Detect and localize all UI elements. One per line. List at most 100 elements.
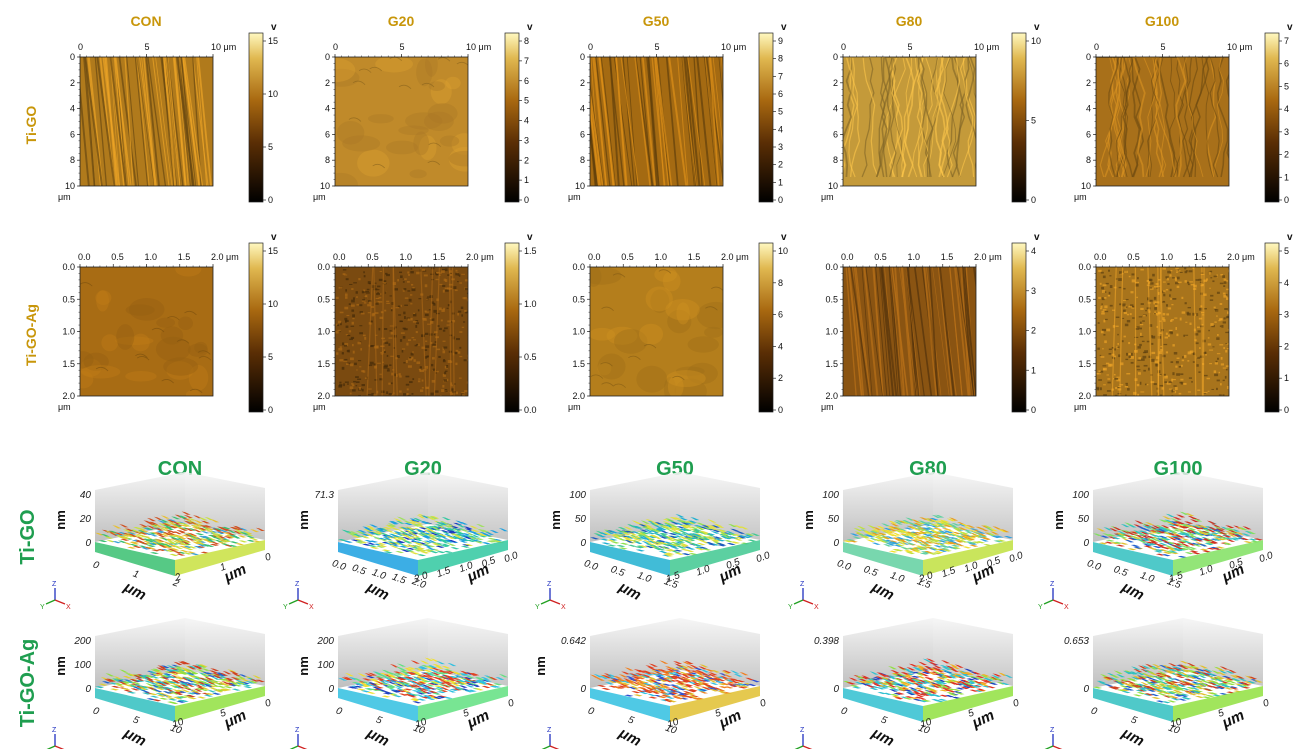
x-tick-label: 2.0 μm: [721, 252, 749, 262]
y-tick-label: 1.0: [1198, 563, 1215, 578]
x-tick-label: 2.0: [410, 576, 428, 592]
x-tick-label: 1.5: [662, 576, 679, 591]
svg-text:Z: Z: [800, 581, 805, 588]
side-wall: [1183, 472, 1263, 540]
colorbar-tick-label: 3: [1284, 310, 1289, 320]
y-tick-label: 2: [70, 78, 75, 88]
y-unit-label: μm: [1074, 192, 1087, 202]
x-axis-unit: μm: [363, 724, 392, 749]
y-tick-label: 2.0: [1078, 391, 1091, 401]
row-label-ti-go: Ti-GO: [23, 106, 39, 145]
afm-image: [335, 57, 468, 186]
x-axis-unit: μm: [1118, 724, 1147, 749]
colorbar-tick-label: 2: [1284, 341, 1289, 351]
colorbar-tick-label: 7: [778, 71, 783, 81]
side-wall: [1183, 618, 1263, 686]
z-tick-label: 50: [1078, 514, 1090, 525]
colorbar-tick-label: 0: [1284, 405, 1289, 415]
z-tick-label: 200: [316, 636, 334, 647]
y-tick-label: 2: [833, 78, 838, 88]
y-tick-label: 6: [1086, 129, 1091, 139]
y-tick-label: 1.0: [317, 327, 330, 337]
y-tick-label: 10: [414, 716, 429, 730]
y-unit-label: μm: [1074, 402, 1087, 412]
y-tick-label: 0.0: [572, 262, 585, 272]
z-tick-label: 40: [80, 490, 92, 501]
y-tick-label: 6: [580, 129, 585, 139]
colorbar-tick-label: 9: [778, 36, 783, 46]
y-tick-label: 0.5: [62, 294, 75, 304]
z-tick-label: 200: [73, 636, 91, 647]
colorbar-tick-label: 0.0: [524, 405, 537, 415]
x-tick-label: 1.0: [400, 252, 413, 262]
y-unit-label: μm: [313, 402, 326, 412]
x-tick-label: 5: [131, 715, 140, 727]
colorbar-tick-label: 2: [524, 155, 529, 165]
colorbar-tick-label: 8: [524, 36, 529, 46]
x-tick-label: 10: [917, 723, 932, 737]
x-tick-label: 1.5: [1194, 252, 1207, 262]
z-tick-label: 0: [328, 684, 334, 695]
z-axis-unit: nm: [296, 510, 311, 530]
colorbar-tick-label: 5: [268, 352, 273, 362]
back-wall: [843, 618, 933, 688]
x-tick-label: 1.5: [390, 572, 407, 587]
y-tick-label: 4: [833, 104, 838, 114]
y-tick-label: 2: [1086, 78, 1091, 88]
afm-2d-panel-g20-row2: 0.0 0.5 1.0 1.5 2.0 μm 0.0 0.5 1.0 1.5 2.0μm v 1.5 1…: [313, 232, 537, 415]
y-tick-label: 4: [325, 104, 330, 114]
row-label-ti-go-ag: Ti-GO-Ag: [23, 304, 39, 366]
z-tick-label: 0: [833, 684, 839, 695]
svg-text:X: X: [561, 604, 566, 611]
x-tick-label: 1.5: [688, 252, 701, 262]
colorbar-tick-label: 6: [778, 310, 783, 320]
x-tick-label: 0.0: [78, 252, 91, 262]
x-tick-label: 0.0: [835, 558, 852, 573]
x-tick-label: 2.0 μm: [466, 252, 494, 262]
z-axis-unit: nm: [1051, 510, 1066, 530]
colorbar-tick-label: 4: [524, 116, 529, 126]
colorbar: [1264, 32, 1280, 203]
colorbar-tick-label: 10: [1031, 36, 1041, 46]
z-tick-label: 71.3: [315, 490, 335, 501]
y-tick-label: 0.0: [825, 262, 838, 272]
svg-text:Y: Y: [40, 604, 45, 611]
colorbar: [504, 32, 520, 203]
colorbar-tick-label: 0: [778, 405, 783, 415]
x-tick-label: 1.5: [1165, 576, 1182, 591]
z-tick-label: 100: [317, 660, 334, 671]
colorbar-tick-label: 3: [524, 135, 529, 145]
back-wall: [338, 472, 428, 542]
y-tick-label: 1.0: [1078, 327, 1091, 337]
colorbar-unit: v: [781, 232, 787, 243]
y-tick-label: 2.0: [317, 391, 330, 401]
z-tick-label: 0.653: [1064, 636, 1089, 647]
colorbar-tick-label: 15: [268, 246, 278, 256]
y-tick-label: 0.0: [755, 550, 772, 565]
x-tick-label: 0: [334, 706, 343, 718]
afm-image: [80, 267, 213, 396]
y-tick-label: 1.5: [435, 565, 452, 580]
y-tick-label: 1.0: [62, 327, 75, 337]
y-tick-label: 8: [70, 155, 75, 165]
x-tick-label: 0: [78, 42, 83, 52]
colorbar: [1011, 32, 1027, 203]
afm-2d-panel-con-row2: 0.0 0.5 1.0 1.5 2.0 μm 0.0 0.5 1.0 1.5 2.0μm v 15 10…: [58, 232, 278, 415]
x-tick-label: 0.0: [588, 252, 601, 262]
svg-text:Z: Z: [52, 727, 57, 734]
back-wall: [1093, 618, 1183, 688]
sample-header-con: CON: [130, 13, 161, 29]
colorbar-tick-label: 10: [778, 246, 788, 256]
z-tick-label: 0: [1083, 684, 1089, 695]
axis-triad-icon: Z X Y: [788, 581, 819, 611]
x-tick-label: 0.5: [1127, 252, 1140, 262]
x-tick-label: 0: [91, 706, 100, 718]
y-tick-label: 1.5: [1168, 570, 1185, 585]
sample-header-g50: G50: [643, 13, 670, 29]
colorbar-unit: v: [1034, 232, 1040, 243]
x-tick-label: 0.5: [621, 252, 634, 262]
